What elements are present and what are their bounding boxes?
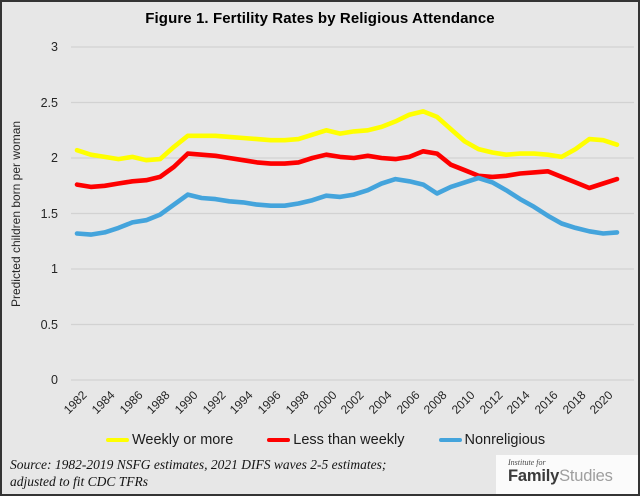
source-line-2: adjusted to fit CDC TFRs xyxy=(10,474,149,489)
logo-institute-for: Institute for xyxy=(508,458,546,467)
series-line-less-than-weekly xyxy=(74,149,620,191)
y-tick-label: 1 xyxy=(51,262,58,276)
logo-studies: Studies xyxy=(559,467,613,485)
logo-family: Family xyxy=(508,467,560,485)
series-line-nonreligious xyxy=(74,175,620,237)
logo-wordmark: FamilyStudies xyxy=(508,467,638,486)
y-tick-label: 3 xyxy=(51,40,58,54)
source-note: Source: 1982-2019 NSFG estimates, 2021 D… xyxy=(10,456,386,490)
ifs-logo: Institute for FamilyStudies xyxy=(496,455,638,494)
legend-label: Less than weekly xyxy=(293,432,405,448)
y-tick-label: 2 xyxy=(51,151,58,165)
y-tick-label: 1.5 xyxy=(40,206,58,221)
chart-title: Figure 1. Fertility Rates by Religious A… xyxy=(145,10,495,27)
legend-item-less-than-weekly: Less than weekly xyxy=(267,432,405,448)
legend-swatch xyxy=(106,437,129,443)
legend-swatch xyxy=(267,437,291,443)
legend-item-nonreligious: Nonreligious xyxy=(438,432,546,448)
legend-swatch xyxy=(438,437,462,443)
legend: Weekly or more Less than weekly Nonreligio… xyxy=(106,432,545,448)
y-tick-label: 0 xyxy=(51,373,58,387)
legend-label: Nonreligious xyxy=(464,432,546,448)
legend-label: Weekly or more xyxy=(132,432,234,448)
series-line-weekly-or-more xyxy=(74,109,620,163)
legend-item-weekly-or-more: Weekly or more xyxy=(106,432,233,448)
y-tick-label: 2.5 xyxy=(40,95,58,110)
source-line-1: Source: 1982-2019 NSFG estimates, 2021 D… xyxy=(10,457,387,472)
y-tick-label: 0.5 xyxy=(40,317,58,332)
